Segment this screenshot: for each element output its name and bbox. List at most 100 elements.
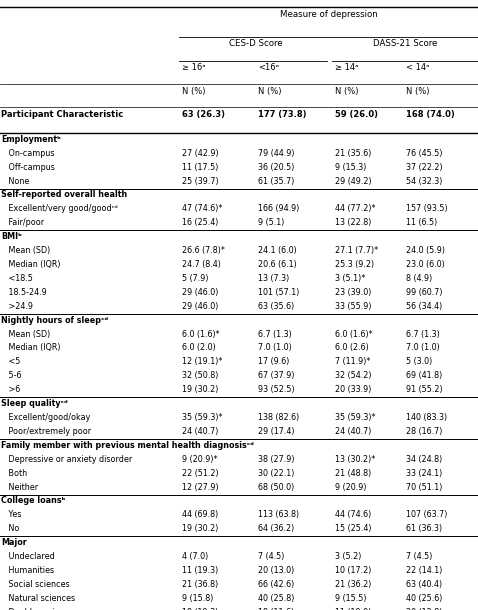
Text: N (%): N (%) — [335, 87, 358, 96]
Text: 66 (42.6): 66 (42.6) — [258, 580, 294, 589]
Text: 38 (27.9): 38 (27.9) — [258, 454, 294, 464]
Text: On-campus: On-campus — [1, 149, 54, 158]
Text: 70 (51.1): 70 (51.1) — [406, 483, 443, 492]
Text: 33 (24.1): 33 (24.1) — [406, 468, 443, 478]
Text: Social sciences: Social sciences — [1, 580, 70, 589]
Text: Depressive or anxiety disorder: Depressive or anxiety disorder — [1, 454, 132, 464]
Text: Employmentᵇ: Employmentᵇ — [1, 135, 61, 144]
Text: 63 (40.4): 63 (40.4) — [406, 580, 443, 589]
Text: 21 (36.2): 21 (36.2) — [335, 580, 371, 589]
Text: 36 (20.5): 36 (20.5) — [258, 163, 294, 171]
Text: 11 (17.5): 11 (17.5) — [182, 163, 218, 171]
Text: Family member with previous mental health diagnosisᶜᵈ: Family member with previous mental healt… — [1, 441, 254, 450]
Text: 10 (17.2): 10 (17.2) — [335, 566, 371, 575]
Text: >6: >6 — [1, 385, 20, 394]
Text: Fair/poor: Fair/poor — [1, 218, 44, 228]
Text: 13 (30.2)*: 13 (30.2)* — [335, 454, 375, 464]
Text: 20 (12.8): 20 (12.8) — [406, 608, 443, 610]
Text: >24.9: >24.9 — [1, 302, 33, 310]
Text: 19 (30.2): 19 (30.2) — [182, 385, 218, 394]
Text: 22 (51.2): 22 (51.2) — [182, 468, 218, 478]
Text: 61 (35.7): 61 (35.7) — [258, 176, 294, 185]
Text: 20 (33.9): 20 (33.9) — [335, 385, 371, 394]
Text: 24 (40.7): 24 (40.7) — [335, 427, 371, 436]
Text: 3 (5.1)*: 3 (5.1)* — [335, 274, 365, 283]
Text: 24.0 (5.9): 24.0 (5.9) — [406, 246, 445, 255]
Text: 177 (73.8): 177 (73.8) — [258, 110, 306, 119]
Text: 20 (13.0): 20 (13.0) — [258, 566, 294, 575]
Text: 25 (39.7): 25 (39.7) — [182, 176, 218, 185]
Text: 23 (39.0): 23 (39.0) — [335, 288, 371, 297]
Text: 28 (16.7): 28 (16.7) — [406, 427, 443, 436]
Text: 5-6: 5-6 — [1, 371, 22, 380]
Text: 32 (54.2): 32 (54.2) — [335, 371, 371, 380]
Text: Neither: Neither — [1, 483, 38, 492]
Text: Poor/extremely poor: Poor/extremely poor — [1, 427, 91, 436]
Text: 27 (42.9): 27 (42.9) — [182, 149, 218, 158]
Text: 99 (60.7): 99 (60.7) — [406, 288, 443, 297]
Text: 24.1 (6.0): 24.1 (6.0) — [258, 246, 297, 255]
Text: Participant Characteristic: Participant Characteristic — [1, 110, 123, 119]
Text: Mean (SD): Mean (SD) — [1, 246, 50, 255]
Text: Mean (SD): Mean (SD) — [1, 329, 50, 339]
Text: Major: Major — [1, 538, 27, 547]
Text: Undeclared: Undeclared — [1, 552, 54, 561]
Text: College loansᵇ: College loansᵇ — [1, 497, 65, 506]
Text: Yes: Yes — [1, 511, 22, 519]
Text: 6.0 (1.6)*: 6.0 (1.6)* — [182, 329, 219, 339]
Text: 44 (77.2)*: 44 (77.2)* — [335, 204, 375, 214]
Text: 13 (22.8): 13 (22.8) — [335, 218, 371, 228]
Text: Nightly hours of sleepᶜᵈ: Nightly hours of sleepᶜᵈ — [1, 315, 108, 325]
Text: 35 (59.3)*: 35 (59.3)* — [182, 413, 222, 422]
Text: 17 (9.6): 17 (9.6) — [258, 357, 290, 367]
Text: 18 (19.3): 18 (19.3) — [182, 608, 218, 610]
Text: 44 (74.6): 44 (74.6) — [335, 511, 371, 519]
Text: 68 (50.0): 68 (50.0) — [258, 483, 294, 492]
Text: N (%): N (%) — [182, 87, 205, 96]
Text: 166 (94.9): 166 (94.9) — [258, 204, 300, 214]
Text: 9 (15.5): 9 (15.5) — [335, 594, 366, 603]
Text: 37 (22.2): 37 (22.2) — [406, 163, 443, 171]
Text: 63 (35.6): 63 (35.6) — [258, 302, 294, 310]
Text: 4 (7.0): 4 (7.0) — [182, 552, 208, 561]
Text: 5 (3.0): 5 (3.0) — [406, 357, 433, 367]
Text: 20.6 (6.1): 20.6 (6.1) — [258, 260, 297, 269]
Text: 69 (41.8): 69 (41.8) — [406, 371, 443, 380]
Text: 91 (55.2): 91 (55.2) — [406, 385, 443, 394]
Text: Median (IQR): Median (IQR) — [1, 343, 60, 353]
Text: DASS-21 Score: DASS-21 Score — [373, 39, 437, 48]
Text: Double major: Double major — [1, 608, 63, 610]
Text: 22 (14.1): 22 (14.1) — [406, 566, 443, 575]
Text: 7 (4.5): 7 (4.5) — [406, 552, 433, 561]
Text: 21 (35.6): 21 (35.6) — [335, 149, 371, 158]
Text: Both: Both — [1, 468, 27, 478]
Text: 9 (20.9): 9 (20.9) — [335, 483, 366, 492]
Text: 21 (48.8): 21 (48.8) — [335, 468, 371, 478]
Text: 6.7 (1.3): 6.7 (1.3) — [258, 329, 292, 339]
Text: 138 (82.6): 138 (82.6) — [258, 413, 299, 422]
Text: N (%): N (%) — [406, 87, 430, 96]
Text: 63 (26.3): 63 (26.3) — [182, 110, 225, 119]
Text: Sleep qualityᶜᵈ: Sleep qualityᶜᵈ — [1, 399, 68, 408]
Text: 101 (57.1): 101 (57.1) — [258, 288, 300, 297]
Text: 18.5-24.9: 18.5-24.9 — [1, 288, 47, 297]
Text: 64 (36.2): 64 (36.2) — [258, 524, 294, 533]
Text: 67 (37.9): 67 (37.9) — [258, 371, 294, 380]
Text: Measure of depression: Measure of depression — [280, 10, 378, 20]
Text: 9 (5.1): 9 (5.1) — [258, 218, 284, 228]
Text: CES-D Score: CES-D Score — [229, 39, 282, 48]
Text: 40 (25.6): 40 (25.6) — [406, 594, 443, 603]
Text: 8 (4.9): 8 (4.9) — [406, 274, 433, 283]
Text: 7.0 (1.0): 7.0 (1.0) — [406, 343, 440, 353]
Text: 44 (69.8): 44 (69.8) — [182, 511, 218, 519]
Text: 6.0 (2.6): 6.0 (2.6) — [335, 343, 369, 353]
Text: 140 (83.3): 140 (83.3) — [406, 413, 447, 422]
Text: 34 (24.8): 34 (24.8) — [406, 454, 443, 464]
Text: <18.5: <18.5 — [1, 274, 33, 283]
Text: No: No — [1, 524, 19, 533]
Text: 7.0 (1.0): 7.0 (1.0) — [258, 343, 292, 353]
Text: 93 (52.5): 93 (52.5) — [258, 385, 295, 394]
Text: <16ᵃ: <16ᵃ — [258, 63, 279, 73]
Text: Excellent/good/okay: Excellent/good/okay — [1, 413, 90, 422]
Text: BMIᵇ: BMIᵇ — [1, 232, 22, 241]
